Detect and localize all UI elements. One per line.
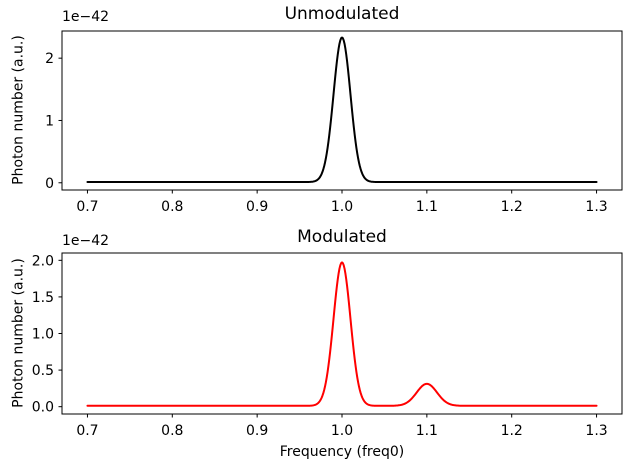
x-tick-label: 0.9: [246, 423, 268, 439]
x-tick-label: 0.9: [246, 199, 268, 215]
y-tick-label: 1: [45, 113, 54, 129]
subplot1-y-axis-label: Photon number (a.u.): [10, 35, 27, 185]
subplot2-x-axis-label: Frequency (freq0): [279, 444, 405, 460]
y-tick-label: 0: [45, 176, 54, 192]
subplot1-title: Unmodulated: [284, 4, 400, 24]
y-tick-label: 1.0: [32, 327, 54, 343]
x-tick-label: 1.2: [501, 423, 523, 439]
series-line-modulated: [86, 261, 598, 407]
x-tick-label: 0.7: [76, 423, 98, 439]
subplot2-y-axis-offset-text: 1e−42: [62, 233, 110, 249]
x-tick-label: 0.8: [161, 423, 183, 439]
y-tick-label: 0.5: [32, 363, 54, 379]
x-tick-label: 1.1: [416, 199, 438, 215]
axes-spines: [61, 252, 623, 415]
y-tick-label: 2: [45, 51, 54, 67]
y-tick-label: 1.5: [32, 290, 54, 306]
x-tick-label: 1.3: [585, 199, 607, 215]
x-tick-label: 1.3: [585, 423, 607, 439]
axes-spines: [61, 30, 623, 191]
y-tick-label: 0.0: [32, 400, 54, 416]
y-tick-label: 2.0: [32, 253, 54, 269]
x-tick-label: 1.1: [416, 423, 438, 439]
subplot-modulated: 0.7 0.8 0.9 1.0 1.1 1.2 1.3 0.0 0.5 1.0 1.5 2.0: [32, 252, 623, 439]
x-tick-label: 1.0: [331, 199, 353, 215]
x-tick-label: 0.8: [161, 199, 183, 215]
x-tick-label: 1.0: [331, 423, 353, 439]
subplot2-y-axis-label: Photon number (a.u.): [10, 258, 27, 408]
subplot1-y-axis-offset-text: 1e−42: [62, 9, 110, 25]
subplot2-title: Modulated: [297, 227, 387, 247]
subplot-unmodulated: 0.7 0.8 0.9 1.0 1.1 1.2 1.3 0 1 2: [45, 30, 623, 215]
x-tick-label: 0.7: [76, 199, 98, 215]
x-tick-label: 1.2: [501, 199, 523, 215]
series-line-unmodulated: [86, 36, 598, 184]
